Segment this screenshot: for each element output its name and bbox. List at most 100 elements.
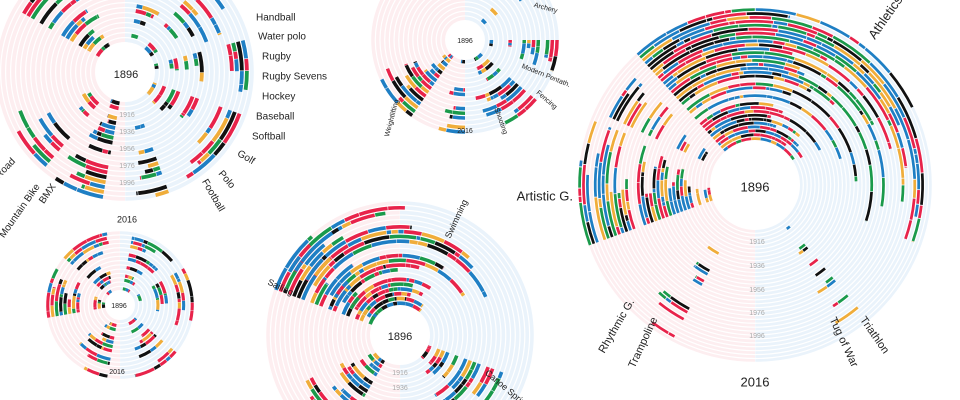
arc bbox=[87, 48, 92, 52]
arc bbox=[732, 126, 748, 133]
arc bbox=[819, 20, 850, 39]
arc bbox=[437, 269, 452, 282]
arc bbox=[428, 361, 433, 366]
arc bbox=[918, 205, 923, 219]
year-tick: 1996 bbox=[119, 180, 135, 187]
arc bbox=[440, 59, 445, 64]
arc bbox=[66, 257, 72, 263]
arc bbox=[753, 86, 766, 90]
arc bbox=[747, 66, 769, 71]
arc bbox=[470, 361, 477, 371]
arc bbox=[726, 110, 745, 119]
arc bbox=[93, 243, 100, 249]
arc bbox=[226, 43, 233, 56]
arc bbox=[182, 21, 190, 29]
arc bbox=[796, 13, 821, 24]
arc bbox=[806, 36, 822, 46]
arc bbox=[406, 258, 426, 267]
arc bbox=[46, 311, 51, 318]
arc bbox=[812, 26, 834, 38]
arc bbox=[100, 46, 106, 51]
year-tick: 1936 bbox=[749, 263, 765, 270]
arc bbox=[81, 260, 88, 266]
arc bbox=[139, 261, 149, 269]
arc bbox=[834, 147, 842, 160]
arc bbox=[619, 207, 629, 233]
arc bbox=[136, 293, 141, 297]
arc bbox=[362, 381, 371, 389]
arc bbox=[670, 296, 690, 311]
arc bbox=[594, 153, 600, 167]
arc bbox=[460, 378, 468, 386]
arc bbox=[671, 22, 710, 41]
arc bbox=[375, 0, 465, 130]
arc bbox=[387, 283, 391, 288]
arc bbox=[443, 56, 448, 60]
arc bbox=[99, 284, 105, 290]
arc bbox=[153, 94, 162, 104]
arc bbox=[588, 211, 599, 243]
arc bbox=[715, 67, 740, 77]
arc bbox=[803, 39, 817, 48]
arc bbox=[665, 297, 672, 304]
arc bbox=[362, 392, 366, 398]
arc bbox=[780, 141, 787, 147]
arc bbox=[770, 140, 777, 146]
arc bbox=[664, 179, 669, 201]
arc bbox=[384, 288, 390, 293]
arc bbox=[314, 283, 329, 306]
arc bbox=[363, 235, 390, 245]
arc bbox=[384, 292, 393, 299]
arc bbox=[834, 59, 845, 68]
arc bbox=[668, 82, 677, 91]
arc bbox=[153, 288, 159, 299]
arc bbox=[341, 221, 352, 229]
arc bbox=[128, 253, 137, 259]
year-tick: 1976 bbox=[119, 163, 135, 170]
arc bbox=[107, 150, 112, 155]
arc bbox=[889, 125, 900, 149]
arc bbox=[380, 78, 388, 89]
arc bbox=[379, 255, 387, 260]
arc bbox=[609, 129, 619, 152]
arc bbox=[93, 299, 97, 308]
arc bbox=[495, 67, 501, 73]
arc bbox=[662, 290, 672, 298]
arc bbox=[716, 60, 736, 68]
arc bbox=[661, 159, 667, 169]
arc bbox=[154, 339, 164, 348]
arc bbox=[318, 391, 329, 400]
arc bbox=[135, 255, 148, 263]
arc bbox=[826, 279, 836, 288]
arc bbox=[627, 209, 636, 230]
arc bbox=[141, 243, 146, 248]
arc bbox=[199, 152, 210, 163]
arc bbox=[332, 252, 354, 270]
arc bbox=[477, 52, 483, 59]
arc bbox=[437, 62, 446, 71]
arc bbox=[812, 47, 836, 62]
arc bbox=[370, 287, 380, 295]
arc bbox=[391, 229, 398, 234]
arc bbox=[679, 19, 707, 33]
arc bbox=[645, 217, 651, 225]
arc bbox=[513, 107, 520, 114]
arc bbox=[369, 299, 377, 308]
arc bbox=[364, 364, 376, 375]
arc bbox=[465, 11, 494, 69]
arc bbox=[716, 57, 733, 64]
arc bbox=[709, 86, 729, 96]
arc bbox=[398, 253, 403, 258]
arc bbox=[911, 218, 921, 242]
arc bbox=[901, 147, 908, 167]
arc bbox=[357, 309, 363, 316]
arc bbox=[99, 272, 108, 280]
arc bbox=[447, 369, 462, 387]
arc bbox=[668, 188, 673, 202]
arc bbox=[360, 278, 366, 284]
arc bbox=[149, 331, 154, 335]
arc bbox=[710, 90, 727, 100]
arc bbox=[349, 263, 364, 274]
arc bbox=[814, 141, 822, 151]
arc bbox=[393, 287, 398, 292]
